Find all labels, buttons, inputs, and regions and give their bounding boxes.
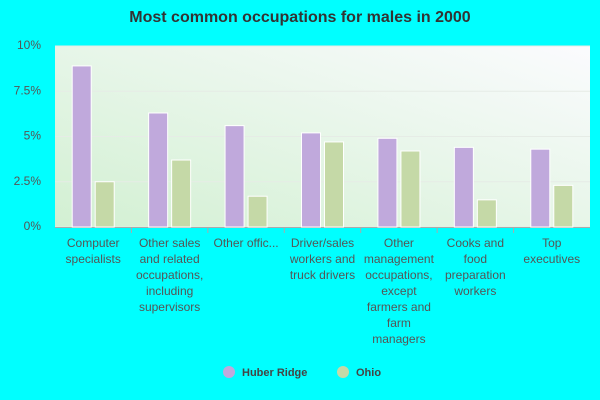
legend-swatch xyxy=(223,366,235,378)
bar xyxy=(530,148,551,228)
y-tick-label: 10% xyxy=(17,38,41,52)
legend-swatch xyxy=(337,366,349,378)
x-tick-label: Other sales and related occupations, inc… xyxy=(135,236,204,314)
legend-label: Huber Ridge xyxy=(242,367,307,379)
bar xyxy=(171,159,192,228)
chart-title: Most common occupations for males in 200… xyxy=(129,9,471,26)
x-tick-label: Cooks and food preparation workers xyxy=(444,236,506,298)
bar xyxy=(247,195,268,228)
bar xyxy=(324,141,344,228)
bar xyxy=(148,112,169,228)
y-tick-label: 2.5% xyxy=(14,174,42,188)
y-tick-label: 5% xyxy=(24,129,42,143)
bar xyxy=(224,125,245,228)
bar xyxy=(301,132,321,228)
y-tick-label: 7.5% xyxy=(14,83,42,97)
x-tick-label: Driver/sales workers and truck drivers xyxy=(289,236,356,282)
y-tick-label: 0% xyxy=(24,219,42,233)
bar xyxy=(71,65,92,228)
legend-label: Ohio xyxy=(356,367,381,379)
x-tick-label: Top executives xyxy=(523,236,581,266)
bar xyxy=(553,184,574,228)
bar xyxy=(400,150,421,228)
x-tick-label: Computer specialists xyxy=(65,236,121,266)
bar xyxy=(476,199,497,228)
bar xyxy=(377,137,398,228)
x-tick-label: Other management occupations, except far… xyxy=(363,236,434,346)
bar xyxy=(453,146,474,228)
bar xyxy=(94,181,115,228)
x-tick-label: Other offic... xyxy=(213,236,279,250)
